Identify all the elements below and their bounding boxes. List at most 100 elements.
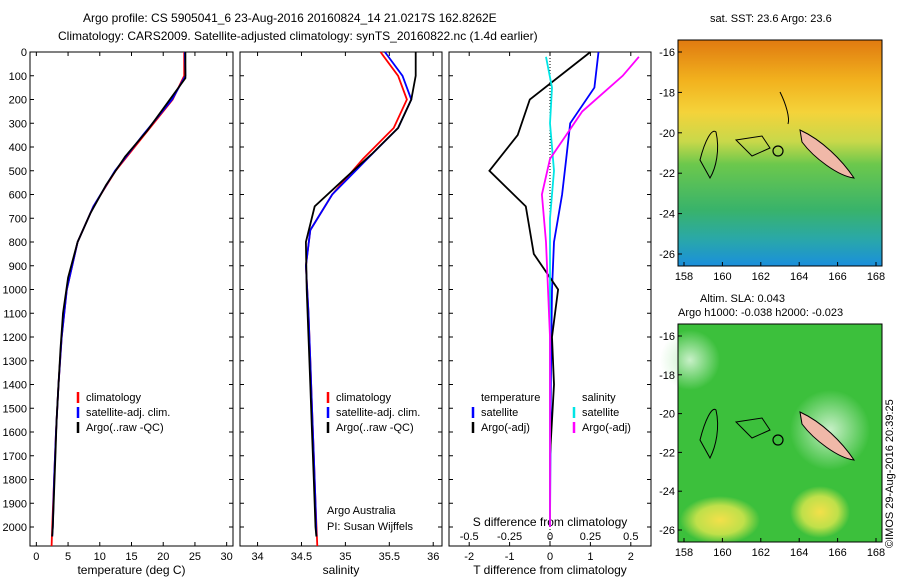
depth-tick-label: 1300 [3,356,27,368]
temperature-xtick-label: 20 [157,551,169,563]
salinity-legend-label-1: satellite-adj. clim. [336,407,420,419]
difference-series-line-0 [549,51,600,528]
depth-tick-label: 1800 [3,475,27,487]
salinity-xlabel: salinity [323,563,360,577]
argo-float-marker [772,145,784,157]
difference-xtick-top-label: -0.5 [460,531,479,543]
depth-tick-label: 1900 [3,498,27,510]
map-bottom-ticks: 158 160 162 164 166 168 -16 -18 -20 -22 -24 -26 [659,331,885,559]
difference-xtick-label: -2 [464,551,474,563]
sla-high-west [680,496,760,544]
diff-legend-right-title: salinity [582,392,616,404]
difference-xtick-label: -1 [505,551,515,563]
temperature-panel: 0 5 10 15 20 25 30 temperature (deg C) 0 100 200 30… [3,47,234,577]
salinity-panel: 34 34.5 35 35.5 36 salinity climatology satell… [239,51,443,577]
figure-title-line2: Climatology: CARS2009. Satellite-adjuste… [58,29,538,43]
map_bottom-xtick-label: 160 [713,547,731,559]
difference-xtick-label: 2 [628,551,634,563]
difference-xtick-top-label: 0.25 [580,531,601,543]
salinity-xtick-label: 34.5 [291,551,312,563]
diff-legend-left-label-0: satellite [481,407,518,419]
coast-outline-island [779,91,789,125]
difference-xlabel: T difference from climatology [473,563,627,577]
new-caledonia-shape-b [799,411,856,461]
depth-tick-label: 1700 [3,451,27,463]
temperature-lines [50,51,187,547]
temperature-series-line-2 [51,52,187,537]
map_top-ytick-label: -18 [659,87,675,99]
argo-float-marker-b [772,434,784,446]
map_top-xtick-label: 162 [752,271,770,283]
coast-outline-vanuatu-west [699,130,719,180]
diff-legend-left-label-1: Argo(-adj) [481,422,530,434]
map_top-xtick-label: 168 [867,271,885,283]
depth-tick-label: 0 [21,47,27,59]
salinity-legend-label-2: Argo(..raw -QC) [336,422,414,434]
salinity-legend-label-0: climatology [336,392,392,404]
map-top-frame [677,39,883,267]
map_top-xtick-label: 160 [713,271,731,283]
temperature-legend-label-1: satellite-adj. clim. [86,407,170,419]
salinity-series-line-0 [304,51,408,547]
temperature-xtick-label: 5 [65,551,71,563]
map_bottom-xtick-label: 158 [675,547,693,559]
depth-tick-label: 500 [9,166,27,178]
map_bottom-xtick-label: 164 [790,547,808,559]
salinity-xtick-label: 36 [427,551,439,563]
depth-tick-label: 700 [9,213,27,225]
map_top-ytick-label: -22 [659,168,675,180]
map-top-title: sat. SST: 23.6 Argo: 23.6 [710,13,832,25]
temperature-xtick-label: 0 [33,551,39,563]
map_top-ytick-label: -26 [659,249,675,261]
difference-axes: -2 -1 0 1 2-0.5 -0.25 0 0.25 0.5S difference fro… [448,51,652,577]
depth-tick-label: 900 [9,261,27,273]
imos-credit: ©IMOS 29-Aug-2016 20:39:25 [884,399,896,548]
depth-tick-label: 600 [9,190,27,202]
sla-high-east [790,486,850,538]
depth-tick-label: 300 [9,118,27,130]
diff-legend-right-label-0: satellite [582,407,619,419]
map_top-ytick-label: -24 [659,209,675,221]
difference-xtick-label: 1 [587,551,593,563]
coast-outline-vanuatu-west-b [699,408,719,460]
depth-tick-label: 1100 [3,308,27,320]
salinity-series-line-2 [304,52,417,537]
map-top-ticks: 158 160 162 164 166 168 -16 -18 -20 -22 -24 -26 [659,47,885,283]
salinity-xtick-label: 35 [339,551,351,563]
map-bottom: 158 160 162 164 166 168 -16 -18 -20 -22 -24 -26 [659,323,885,559]
difference-panel: -2 -1 0 1 2-0.5 -0.25 0 0.25 0.5S difference fro… [448,51,652,577]
temperature-legend-label-0: climatology [86,392,142,404]
depth-tick-label: 800 [9,237,27,249]
salinity-axes: 34 34.5 35 35.5 36 salinity [239,51,443,577]
salinity-frame [239,51,443,547]
map_bottom-xtick-label: 162 [752,547,770,559]
difference-xtick-top-label: -0.25 [497,531,522,543]
diff-legend-right-label-1: Argo(-adj) [582,422,631,434]
temperature-frame [29,51,234,547]
sst-field [678,40,882,266]
map_top-ytick-label: -20 [659,128,675,140]
depth-tick-label: 1500 [3,403,27,415]
map_top-xtick-label: 158 [675,271,693,283]
salinity-xtick-label: 35.5 [379,551,400,563]
difference-series-line-1 [488,51,591,527]
temperature-xtick-label: 25 [189,551,201,563]
depth-tick-label: 1600 [3,427,27,439]
map_bottom-ytick-label: -18 [659,370,675,382]
temperature-xtick-label: 10 [94,551,106,563]
temperature-series-line-1 [51,51,187,537]
new-caledonia-shape [799,129,856,179]
difference-lines [488,51,640,528]
temperature-axes: 0 5 10 15 20 25 30 temperature (deg C) 0 100 200 30… [3,47,234,577]
temperature-series-line-0 [50,52,186,547]
map-top: 158 160 162 164 166 168 -16 -18 -20 -22 -24 -26 [659,39,885,283]
map_bottom-ytick-label: -24 [659,486,675,498]
difference-legend: temperature salinity satellite Argo(-adj) sa… [471,392,631,434]
map_top-xtick-label: 164 [790,271,808,283]
map_bottom-ytick-label: -26 [659,525,675,537]
difference-xtick-top-label: 0 [547,531,553,543]
map-bottom-title-line2: Argo h1000: -0.038 h2000: -0.023 [678,307,843,319]
map_top-xtick-label: 166 [828,271,846,283]
temperature-legend-label-2: Argo(..raw -QC) [86,422,164,434]
depth-tick-label: 100 [9,71,27,83]
